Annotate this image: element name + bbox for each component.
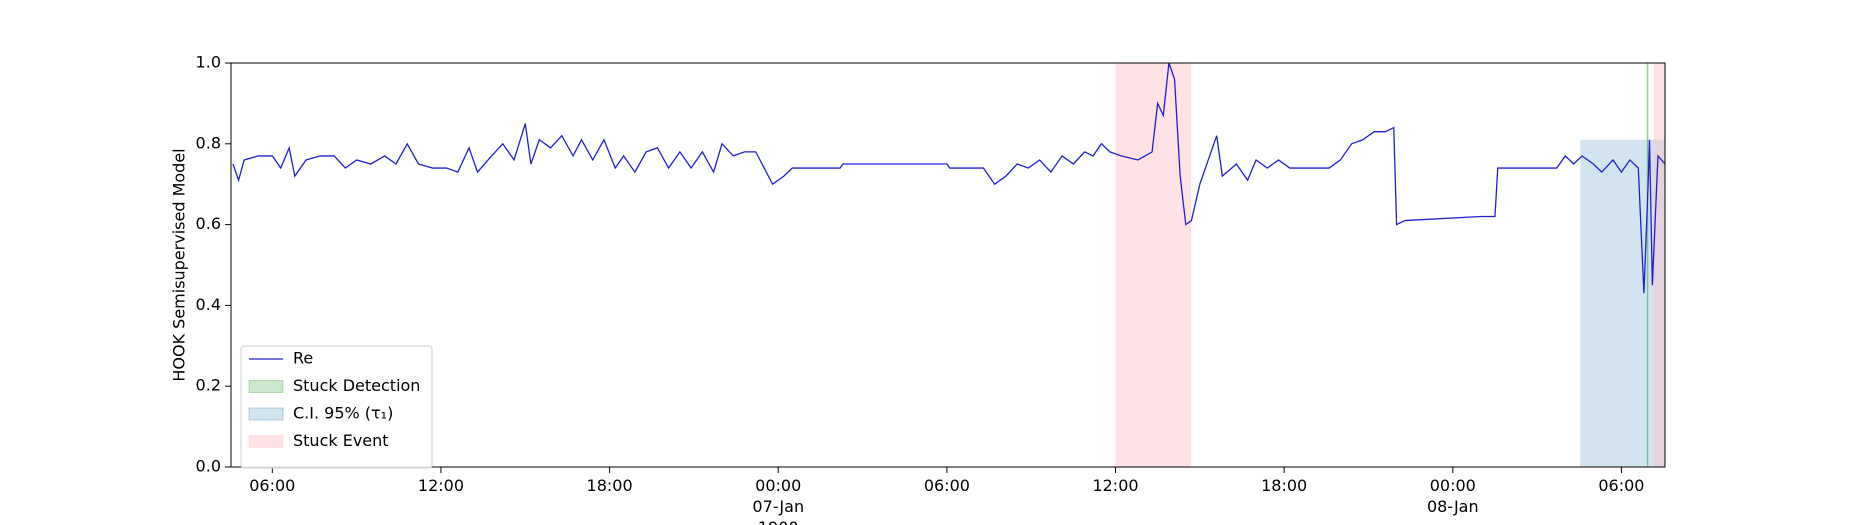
x-tick-label: 12:00 [1092, 476, 1139, 495]
x-tick-label: 00:00 08-Jan [1426, 476, 1479, 516]
x-tick-label: 06:00 [923, 476, 970, 495]
span-band [1580, 139, 1665, 467]
x-tick-label: 12:00 [417, 476, 464, 495]
legend-swatch [248, 435, 284, 448]
legend-swatch [248, 380, 284, 393]
data-line [232, 62, 1666, 294]
span-band [1653, 63, 1665, 467]
legend-label: C.I. 95% (τ₁) [293, 404, 393, 423]
legend-swatch [248, 407, 284, 421]
legend: Re Stuck Detection C.I. 95% (τ₁) Stuck Even… [240, 345, 433, 469]
x-tick-label: 18:00 [1261, 476, 1308, 495]
legend-box [240, 345, 433, 469]
y-tick-label: 1.0 [196, 53, 221, 72]
y-tick-label: 0.6 [196, 214, 221, 233]
plot-frame [230, 62, 1666, 468]
x-tick-label: 00:00 07-Jan 1900 [752, 476, 805, 525]
span-band [1115, 63, 1192, 467]
y-axis-label: HOOK Semisupervised Model [170, 148, 189, 381]
legend-label: Stuck Detection [293, 376, 420, 395]
x-tick-label: 18:00 [586, 476, 633, 495]
legend-label: Stuck Event [293, 431, 389, 450]
x-tick-label: 06:00 [1598, 476, 1645, 495]
y-tick-label: 0.4 [196, 295, 221, 314]
y-tick-label: 0.2 [196, 376, 221, 395]
x-tick-label: 06:00 [249, 476, 296, 495]
y-tick-label: 0.0 [196, 457, 221, 476]
y-tick-label: 0.8 [196, 133, 221, 152]
legend-label: Re [293, 349, 313, 368]
